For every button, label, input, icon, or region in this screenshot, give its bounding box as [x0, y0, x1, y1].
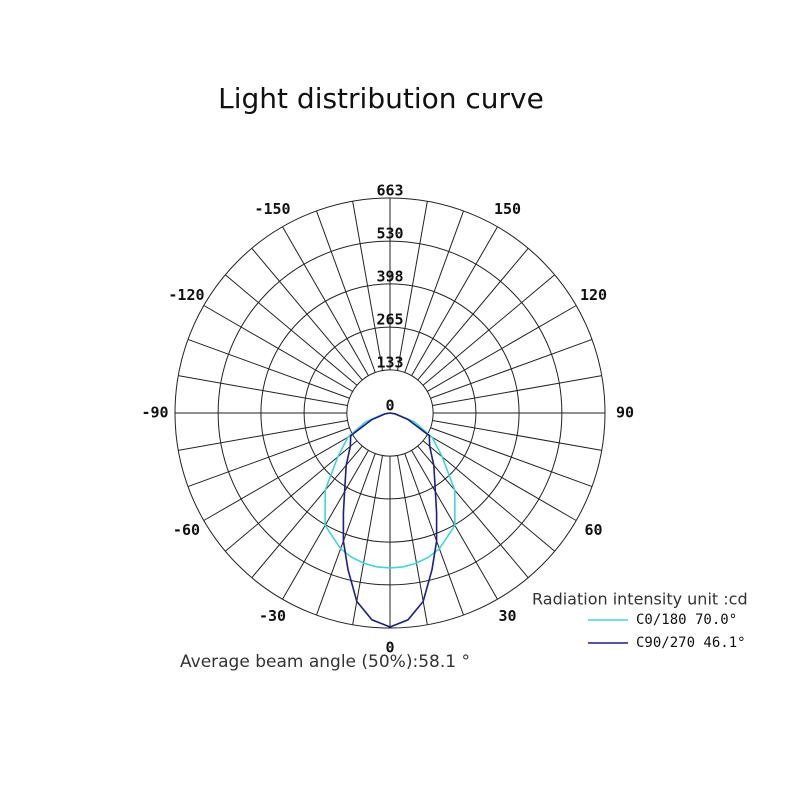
- legend-label: C0/180 70.0°: [636, 612, 737, 628]
- angle-label: -150: [254, 200, 290, 218]
- angle-label: -90: [141, 404, 168, 422]
- ring: [303, 326, 477, 500]
- chart-title: Light distribution curve: [218, 82, 544, 115]
- ring: [346, 369, 434, 457]
- angle-label: 150: [494, 200, 521, 218]
- r-tick-label: 398: [376, 267, 403, 285]
- angle-label: 0: [385, 639, 394, 657]
- r-tick-label: 530: [376, 225, 403, 243]
- ring: [217, 240, 563, 586]
- r-tick-label: 663: [376, 182, 403, 200]
- angle-label: 60: [584, 521, 602, 539]
- ring: [174, 197, 606, 629]
- curve: [342, 412, 438, 628]
- r-tick-label: 133: [376, 353, 403, 371]
- legend-title: Radiation intensity unit :cd: [532, 590, 748, 609]
- r-tick-label: 265: [376, 311, 403, 329]
- angle-label: 120: [580, 286, 607, 304]
- legend-label: C90/270 46.1°: [636, 635, 746, 651]
- angle-label: -60: [173, 521, 200, 539]
- angle-label: 90: [616, 404, 634, 422]
- ring: [260, 283, 520, 543]
- curve: [324, 412, 456, 569]
- r-tick-label: 0: [385, 397, 394, 415]
- angle-label: -30: [259, 607, 286, 625]
- angle-label: -120: [168, 286, 204, 304]
- angle-label: 30: [498, 607, 516, 625]
- annotation: Average beam angle (50%):58.1 °: [180, 652, 470, 672]
